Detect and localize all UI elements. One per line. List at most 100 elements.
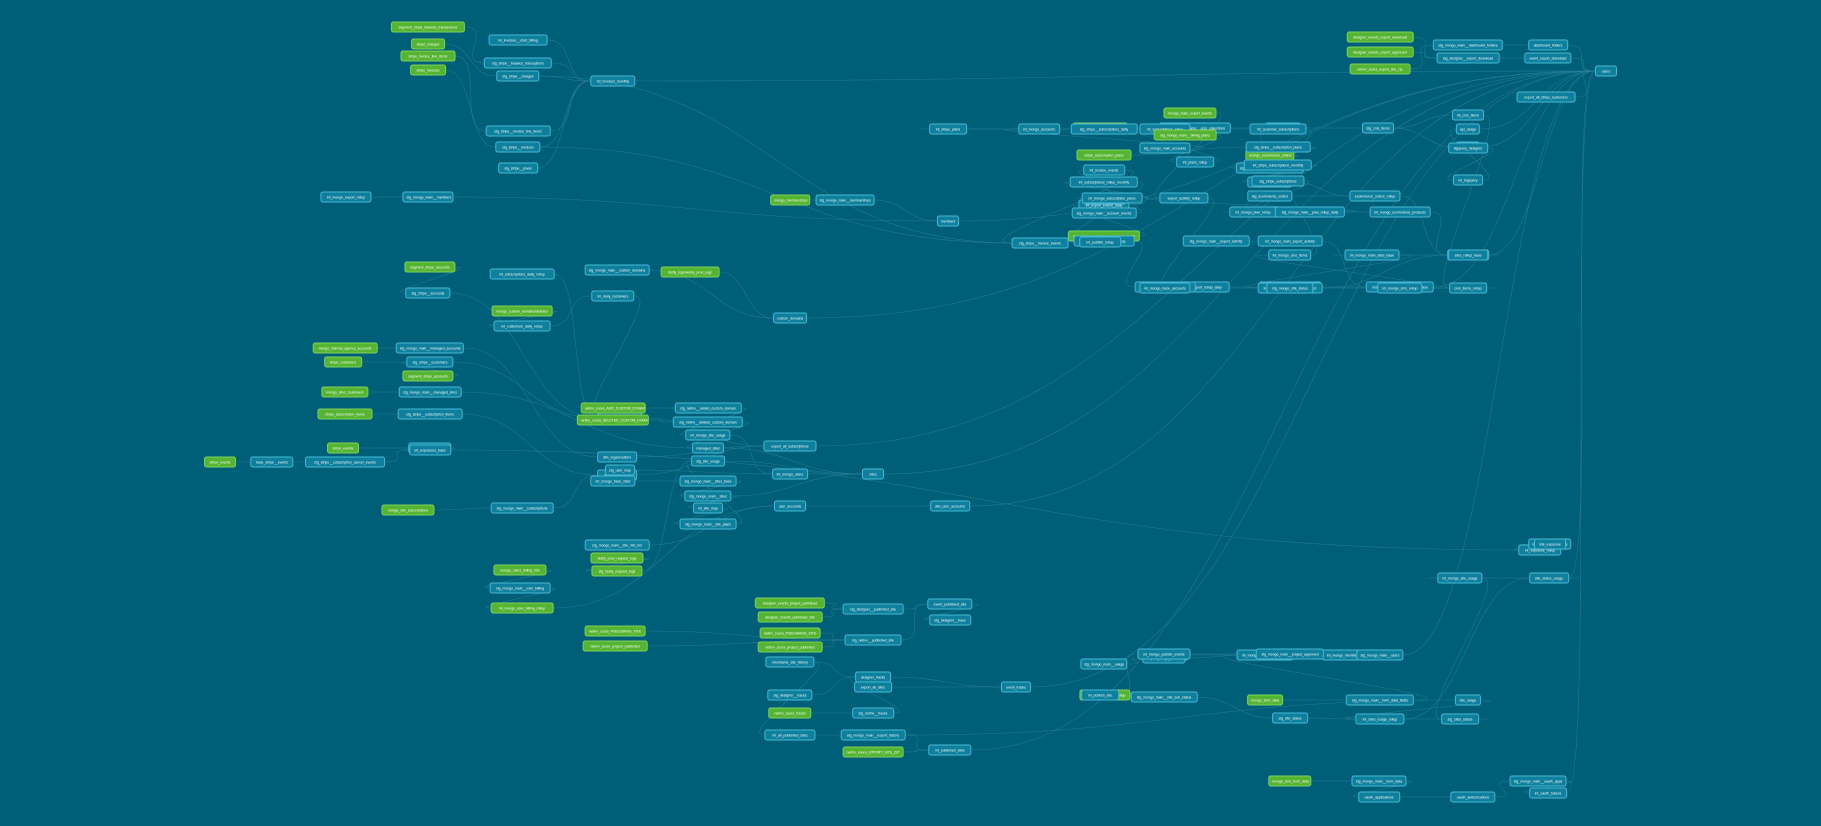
graph-node-model[interactable]: stg_stripe__charges xyxy=(496,70,540,82)
graph-node-source[interactable]: designer_events_export_download xyxy=(1346,31,1414,43)
graph-node-model[interactable]: int_mongo_site_usage xyxy=(1437,572,1483,584)
graph-node-model[interactable]: stg_mongo_main__dashboard_folders xyxy=(1432,39,1504,51)
graph-node-source[interactable]: stripe_invoice_line_items xyxy=(400,50,456,62)
graph-node-model[interactable]: stg_stripe__subscription_plans xyxy=(1245,141,1311,153)
graph-node-source[interactable]: stg_fastly_request_logs xyxy=(591,565,643,577)
graph-node-model[interactable]: event_tracks xyxy=(1000,681,1032,693)
graph-node-model[interactable]: int_customers_daily_rollup xyxy=(493,320,551,332)
graph-node-model[interactable]: int_cms_items xyxy=(1452,109,1484,121)
graph-node-source[interactable]: mongo_main_export_events xyxy=(1163,107,1217,119)
graph-node-model[interactable]: export_activity_rollup xyxy=(1159,192,1209,204)
graph-node-source[interactable]: stripe_customers xyxy=(324,356,362,368)
graph-node-source[interactable]: segment_stripe_accounts xyxy=(402,370,454,382)
graph-node-model[interactable]: shortname_site_history xyxy=(765,656,815,668)
graph-node-model[interactable]: stg_mongo_main__user_billing xyxy=(489,582,551,594)
graph-node-model[interactable]: int_mongo_users xyxy=(772,468,808,480)
graph-node-model[interactable]: stg_stripe__customers xyxy=(406,356,454,368)
graph-node-model[interactable]: stg_netinv__deleted_custom_domain xyxy=(672,416,744,428)
graph-node-model[interactable]: stg_designer__tracks xyxy=(767,689,813,701)
graph-node-model[interactable]: int_subscriptions_rollup_monthly xyxy=(1069,176,1139,188)
graph-node-model[interactable]: int_stripe_subscriptions_monthly xyxy=(1243,159,1313,171)
graph-node-model[interactable]: stg_mongo_main__managed_sites xyxy=(398,386,462,398)
graph-node-source[interactable]: netinv_zuora_ADD_CUSTOM_DOMAIN xyxy=(580,402,646,414)
graph-node-model[interactable]: site_exposure xyxy=(1534,538,1566,550)
graph-node-model[interactable]: int_mongo_main_export_activity xyxy=(1257,235,1323,247)
graph-node-model[interactable]: stg_mongo_main__site_plans xyxy=(679,518,737,530)
graph-node-model[interactable]: fct_invoices_monthly xyxy=(590,75,636,87)
graph-node-model[interactable]: sites xyxy=(862,468,884,480)
graph-node-source[interactable]: stripe_invoices xyxy=(410,64,446,76)
graph-node-source[interactable]: netinv_zuora_PUBLISHING_SITE xyxy=(759,627,821,639)
graph-node-model[interactable]: members xyxy=(937,215,959,227)
graph-node-source[interactable]: mongo_memberships xyxy=(770,194,810,206)
graph-node-model[interactable]: stg_mongo_main__export_history xyxy=(840,729,906,741)
graph-node-model[interactable]: stg_mongo_main__site_info_list xyxy=(584,539,650,551)
graph-node-model[interactable]: stg_mongo_main__users xyxy=(1356,649,1404,661)
graph-node-model[interactable]: int_exposures_base xyxy=(409,444,451,456)
graph-node-source[interactable]: mongo_users_billing_info xyxy=(493,564,547,576)
graph-node-model[interactable]: stg_stripe__subscriptions_daily xyxy=(1070,123,1138,135)
graph-node-model[interactable]: stg_mongo_main__usage xyxy=(1080,658,1128,670)
graph-node-model[interactable]: int_mongo_base_sites xyxy=(590,475,636,487)
graph-node-model[interactable]: int_subscriptions_daily_rollup xyxy=(489,268,555,280)
graph-node-model[interactable]: stg_cms_items xyxy=(1362,122,1394,134)
graph-node-source[interactable]: stg_mongo_main__billing_plans xyxy=(1153,129,1217,141)
graph-node-model[interactable]: stg_site_status xyxy=(1272,712,1308,724)
graph-node-model[interactable]: stg_mongo_main__form_data_fields xyxy=(1345,694,1415,706)
graph-node-model[interactable]: int_daily_customers xyxy=(591,290,635,302)
graph-node-model[interactable]: int_publish_rollup xyxy=(1079,236,1121,248)
graph-node-model[interactable]: int_mongo_base_accounts xyxy=(1139,282,1191,294)
graph-node-source[interactable]: stripe_events xyxy=(204,456,236,468)
graph-node-model[interactable]: stg_stripe__invoices xyxy=(495,141,541,153)
graph-node-model[interactable]: stg_stripe__subscription_cancel_events xyxy=(305,456,385,468)
graph-node-model[interactable]: stg_mongo_main__memberships xyxy=(815,194,875,206)
graph-node-source[interactable]: netinv_zuora_EXPORT_SITE_ZIP xyxy=(842,746,904,758)
graph-node-model[interactable]: export_all_stripe_customers xyxy=(1516,91,1576,103)
graph-node-model[interactable]: int_mongo_ecommerce_products xyxy=(1369,206,1431,218)
graph-node-model[interactable]: stg_netinv__published_site xyxy=(844,634,902,646)
graph-node-model[interactable]: stg_mongo_main_accounts xyxy=(1139,142,1191,154)
graph-node-model[interactable]: int_sites_usage_rollup xyxy=(1355,713,1405,725)
graph-node-model[interactable]: event_published_site xyxy=(927,598,973,610)
graph-node-model[interactable]: stg_mongo_main__managed_accounts xyxy=(395,342,465,354)
graph-node-model[interactable]: stg_designer__base xyxy=(929,614,971,626)
graph-node-source[interactable]: fastly_prod_request_logs xyxy=(590,552,644,564)
graph-node-source[interactable]: segment_stripe_accounts xyxy=(404,261,456,273)
graph-node-model[interactable]: export_all_subscriptions xyxy=(763,440,817,452)
graph-node-source[interactable]: stripe_charges xyxy=(411,38,445,50)
graph-node-model[interactable]: int_mongo_cms_rollup xyxy=(1377,282,1423,294)
graph-node-source[interactable]: mongo_cms_form_data xyxy=(1268,775,1312,787)
graph-node-source[interactable]: netinv_zuora_project_published xyxy=(757,641,823,653)
graph-node-source[interactable]: mongo_sites_customers xyxy=(321,386,369,398)
graph-node-model[interactable]: stg_mongo_main__export_activity xyxy=(1182,235,1250,247)
graph-node-model[interactable]: int_mongo_subscription_plans xyxy=(1081,192,1143,204)
graph-node-model[interactable]: stg_stripe__plans xyxy=(498,162,538,174)
graph-node-model[interactable]: stg_mongo_main__members xyxy=(402,191,454,203)
graph-node-model[interactable]: stg_stripe__balance_transactions xyxy=(483,57,553,69)
graph-node-model[interactable]: int_all_published_sites xyxy=(764,729,816,741)
graph-node-model[interactable]: stg_ecommerce_orders xyxy=(1247,190,1293,202)
graph-node-model[interactable]: stg_mongo_main__plan_rollup_daily xyxy=(1274,206,1346,218)
graph-node-model[interactable]: event_export_download xyxy=(1524,52,1572,64)
graph-node-model[interactable]: stg_stripe__invoice_events xyxy=(1011,237,1069,249)
graph-node-model[interactable]: cms_items_rollup xyxy=(1449,282,1487,294)
graph-node-model[interactable]: int_mongo_cms_items xyxy=(1268,249,1312,261)
graph-node-model[interactable]: int_stripe_plans xyxy=(929,123,967,135)
graph-node-source[interactable]: mongo_form_data xyxy=(1247,694,1283,706)
graph-node-model[interactable]: user_accounts xyxy=(774,500,806,512)
graph-node-model[interactable]: int_mongo_main_sites_base xyxy=(1344,249,1400,261)
graph-node-model[interactable]: stg_mongo_main__custom_domains xyxy=(584,264,650,276)
graph-node-source[interactable]: netinv_zuora_project_published xyxy=(582,640,648,652)
graph-node-source[interactable]: stripe_events xyxy=(327,442,359,454)
graph-node-model[interactable]: stg_mongo_main__form_data xyxy=(1351,775,1407,787)
graph-node-model[interactable]: dashboard_folders xyxy=(1528,39,1568,51)
graph-node-model[interactable]: stg_sites_status xyxy=(1441,713,1479,725)
graph-node-model[interactable]: export_all_sites xyxy=(854,681,892,693)
graph-node-model[interactable]: stg_stripe__invoice_line_items xyxy=(485,125,551,137)
graph-node-model[interactable]: oauth_applications xyxy=(1358,791,1400,803)
graph-node-model[interactable]: int_site_map xyxy=(692,502,724,514)
graph-node-model[interactable]: ecommerce_orders_rollup xyxy=(1349,190,1401,202)
graph-node-model[interactable]: stg_stripe_subscriptions xyxy=(1251,175,1305,187)
graph-node-model[interactable]: custom_domains xyxy=(773,312,807,324)
